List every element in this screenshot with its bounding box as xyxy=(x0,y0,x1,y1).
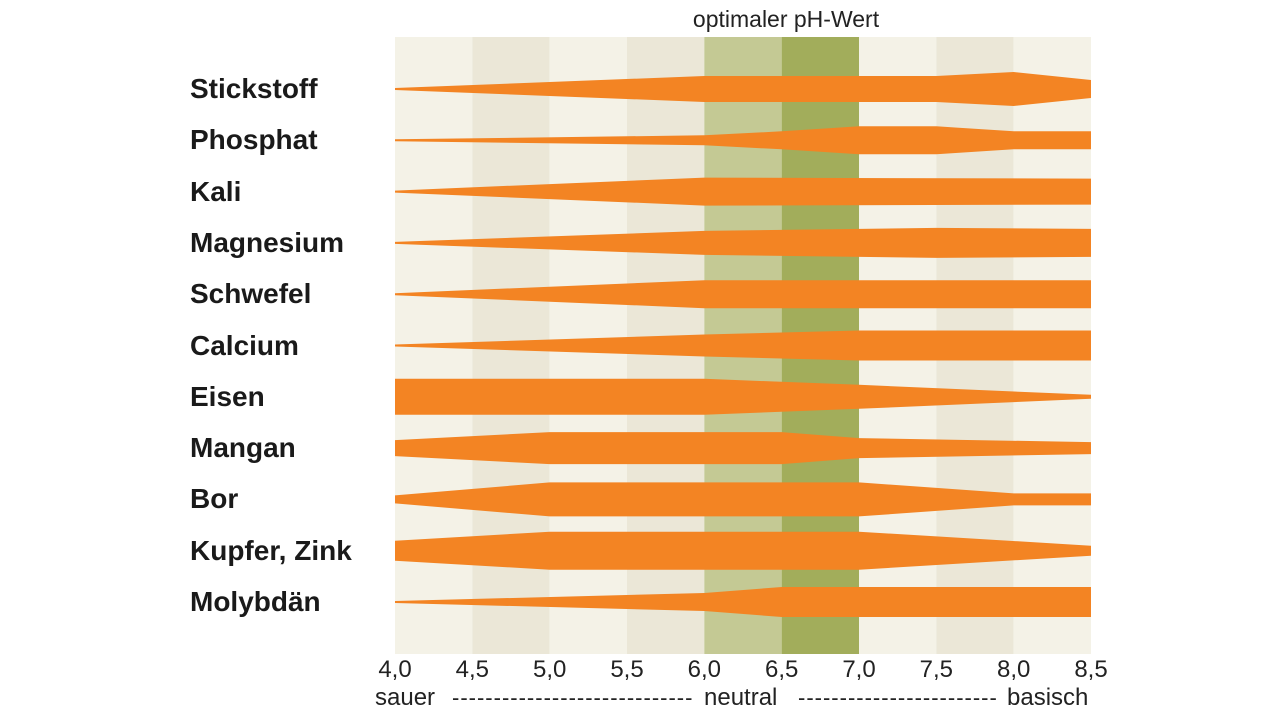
row-label-magnesium: Magnesium xyxy=(190,226,345,258)
tick-label: 6,5 xyxy=(764,656,799,683)
tick-label: 5,5 xyxy=(610,656,644,683)
row-label-bor: Bor xyxy=(190,483,239,515)
scale-label-acid: sauer xyxy=(375,684,436,711)
band-mangan xyxy=(395,432,1091,465)
band-schwefel xyxy=(395,280,1091,309)
band-calcium xyxy=(395,330,1091,361)
row-label-phosphat: Phosphat xyxy=(190,124,318,156)
tick-label: 4,5 xyxy=(455,656,490,683)
row-label-kupfer-zink: Kupfer, Zink xyxy=(190,534,352,566)
row-label-kali: Kali xyxy=(190,175,242,207)
band-bor xyxy=(395,482,1091,517)
tick-label: 7,0 xyxy=(842,656,876,683)
tick-label: 4,0 xyxy=(378,656,412,683)
row-label-stickstoff: Stickstoff xyxy=(190,73,318,104)
band-magnesium xyxy=(395,227,1091,258)
tick-label: 7,5 xyxy=(919,656,954,683)
band-kali xyxy=(395,177,1091,206)
tick-label: 5,0 xyxy=(532,656,567,683)
tick-label: 8,0 xyxy=(996,656,1031,683)
row-label-mangan: Mangan xyxy=(190,432,296,464)
row-label-schwefel: Schwefel xyxy=(190,278,312,310)
tick-label: 6,0 xyxy=(687,656,722,683)
band-molybdän xyxy=(395,587,1091,617)
band-kupfer-zink xyxy=(395,531,1091,570)
scale-label-basic: basisch xyxy=(1007,684,1089,711)
scale-dashes-left: ----------------------------------------… xyxy=(452,685,692,710)
row-label-calcium: Calcium xyxy=(190,329,299,361)
band-stickstoff xyxy=(395,72,1091,106)
scale-label-neutral: neutral xyxy=(704,684,778,711)
tick-label: 8,5 xyxy=(1074,656,1108,683)
row-label-molybdän: Molybdän xyxy=(190,586,321,617)
chart-title: optimaler pH-Wert xyxy=(692,6,880,32)
row-label-eisen: Eisen xyxy=(190,380,265,412)
nutrient-bands xyxy=(395,72,1091,617)
scale-dashes-right: ----------------------------------------… xyxy=(798,685,998,710)
band-phosphat xyxy=(395,126,1091,155)
band-eisen xyxy=(395,378,1091,415)
